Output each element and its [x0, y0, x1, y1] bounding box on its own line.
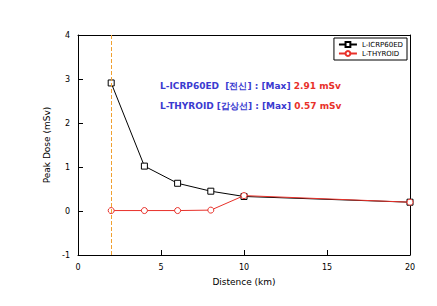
svg-text:15: 15: [322, 263, 332, 272]
svg-text:L-ICRP60ED: L-ICRP60ED: [362, 41, 403, 49]
svg-text:0: 0: [65, 207, 70, 216]
svg-text:4: 4: [65, 31, 70, 40]
svg-text:0.57 mSv: 0.57 mSv: [294, 101, 341, 111]
svg-text:-1: -1: [62, 251, 70, 260]
svg-text:2: 2: [65, 119, 70, 128]
svg-text:L-THYROID: L-THYROID: [362, 50, 399, 58]
svg-text:0: 0: [75, 263, 80, 272]
svg-text:L-ICRP60ED [전신] : [Max]: L-ICRP60ED [전신] : [Max]: [160, 81, 291, 91]
svg-text:Peak Dose (mSv): Peak Dose (mSv): [42, 107, 52, 184]
svg-text:5: 5: [158, 263, 163, 272]
svg-text:10: 10: [239, 263, 249, 272]
svg-text:1: 1: [65, 163, 70, 172]
svg-text:20: 20: [405, 263, 415, 272]
svg-text:3: 3: [65, 75, 70, 84]
svg-text:L-THYROID [갑상선] : [Max]: L-THYROID [갑상선] : [Max]: [160, 101, 291, 111]
svg-text:2.91 mSv: 2.91 mSv: [294, 81, 341, 91]
svg-text:Distence (km): Distence (km): [212, 277, 275, 287]
